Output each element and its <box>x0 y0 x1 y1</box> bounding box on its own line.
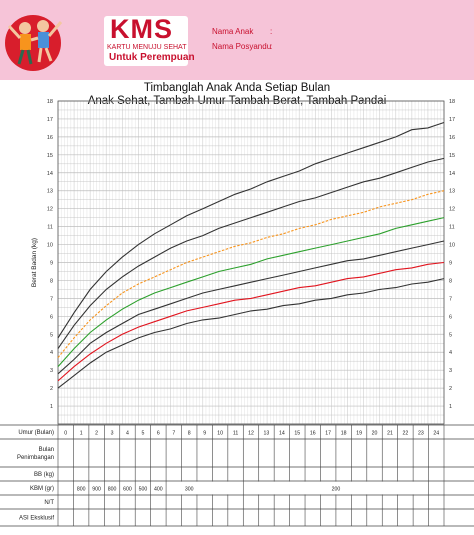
growth-curve-0 <box>57 278 445 389</box>
brand-variant: Untuk Perempuan <box>109 52 195 63</box>
y-tick-label-right: 17 <box>449 117 455 123</box>
growth-curve-5 <box>57 157 445 349</box>
y-tick-label-right: 7 <box>449 296 452 302</box>
table-row-label: BB (kg) <box>34 472 54 478</box>
y-tick-label-left: 12 <box>47 207 53 213</box>
growth-curve-3 <box>57 217 445 367</box>
y-tick-label-right: 2 <box>449 386 452 392</box>
brand-subtitle: KARTU MENUJU SEHAT <box>107 44 187 51</box>
y-tick-label-right: 10 <box>449 243 455 249</box>
y-axis-label: Berat Badan (kg) <box>31 238 38 287</box>
y-tick-label-right: 11 <box>449 225 455 231</box>
month-label: 18 <box>341 431 347 437</box>
y-tick-label-left: 14 <box>47 171 53 177</box>
month-label: 13 <box>264 431 270 437</box>
month-label: 2 <box>95 431 98 437</box>
kbm-value: 800 <box>77 487 86 493</box>
month-label: 6 <box>157 431 160 437</box>
y-tick-label-left: 3 <box>50 368 53 374</box>
month-label: 11 <box>233 431 238 437</box>
kbm-value-late: 200 <box>332 487 341 493</box>
field-nama-anak: Nama Anak <box>212 27 254 36</box>
y-tick-label-left: 6 <box>50 314 53 320</box>
y-tick-label-right: 8 <box>449 278 452 284</box>
kbm-value: 800 <box>108 487 117 493</box>
y-tick-label-left: 10 <box>47 243 53 249</box>
table-row-label: N/T <box>44 500 54 506</box>
table-row-label: ASI Eksklusif <box>19 516 54 522</box>
logo-box <box>104 16 188 66</box>
field-colon: : <box>270 27 273 36</box>
field-nama-posyandu: Nama Posyandu <box>212 42 272 51</box>
children-logo-icon <box>5 15 63 71</box>
y-tick-label-left: 9 <box>50 261 53 267</box>
month-label: 17 <box>325 431 331 437</box>
month-label: 12 <box>248 431 254 437</box>
kbm-value: 500 <box>139 487 148 493</box>
month-label: 3 <box>111 431 114 437</box>
table-row-label: Umur (Bulan) <box>18 430 54 436</box>
y-tick-label-left: 7 <box>50 296 53 302</box>
y-tick-label-left: 15 <box>47 153 53 159</box>
y-tick-label-right: 9 <box>449 261 452 267</box>
y-tick-label-right: 5 <box>449 332 452 338</box>
month-label: 4 <box>126 431 129 437</box>
field-colon: : <box>270 42 273 51</box>
month-label: 23 <box>418 431 424 437</box>
month-label: 19 <box>356 431 362 437</box>
y-tick-label-left: 5 <box>50 332 53 338</box>
y-tick-label-right: 3 <box>449 368 452 374</box>
kbm-value-mid: 300 <box>185 487 194 493</box>
month-label: 9 <box>203 431 206 437</box>
month-label: 10 <box>217 431 223 437</box>
kbm-merged-cell <box>243 481 428 495</box>
month-label: 16 <box>310 431 316 437</box>
kbm-value: 400 <box>154 487 163 493</box>
month-label: 21 <box>387 431 393 437</box>
month-label: 14 <box>279 431 285 437</box>
month-label: 7 <box>172 431 175 437</box>
y-tick-label-right: 4 <box>449 350 452 356</box>
kbm-value: 600 <box>123 487 132 493</box>
y-tick-label-left: 2 <box>50 386 53 392</box>
brand-title: KMS <box>110 14 173 44</box>
y-tick-label-right: 1 <box>449 404 452 410</box>
table-row-label: Penimbangan <box>17 455 54 461</box>
table-row-label: KBM (gr) <box>30 486 54 492</box>
y-tick-label-left: 8 <box>50 278 53 284</box>
kbm-value: 900 <box>92 487 101 493</box>
header-banner <box>0 0 474 80</box>
y-tick-label-right: 12 <box>449 207 455 213</box>
y-tick-label-left: 18 <box>47 99 53 105</box>
y-tick-label-right: 16 <box>449 135 455 141</box>
title-line-1: Timbanglah Anak Anda Setiap Bulan <box>143 82 331 94</box>
month-label: 24 <box>433 431 439 437</box>
y-tick-label-right: 13 <box>449 189 455 195</box>
kbm-merged-cell <box>166 481 243 495</box>
y-tick-label-right: 18 <box>449 99 455 105</box>
month-label: 1 <box>80 431 83 437</box>
y-tick-label-left: 11 <box>47 225 53 231</box>
y-tick-label-right: 14 <box>449 171 455 177</box>
month-label: 0 <box>64 431 67 437</box>
y-tick-label-right: 15 <box>449 153 455 159</box>
growth-curve-2 <box>57 240 445 375</box>
y-tick-label-left: 17 <box>47 117 53 123</box>
growth-curve-1 <box>57 261 445 382</box>
month-label: 20 <box>372 431 378 437</box>
y-tick-label-right: 6 <box>449 314 452 320</box>
y-tick-label-left: 4 <box>50 350 53 356</box>
y-tick-label-left: 1 <box>50 404 53 410</box>
table-row-label: Bulan <box>39 447 54 453</box>
month-label: 5 <box>141 431 144 437</box>
growth-curve-4 <box>57 190 445 358</box>
y-tick-label-left: 16 <box>47 135 53 141</box>
y-tick-label-left: 13 <box>47 189 53 195</box>
month-label: 22 <box>403 431 409 437</box>
month-label: 8 <box>188 431 191 437</box>
growth-curve-6 <box>57 121 445 339</box>
month-label: 15 <box>294 431 300 437</box>
